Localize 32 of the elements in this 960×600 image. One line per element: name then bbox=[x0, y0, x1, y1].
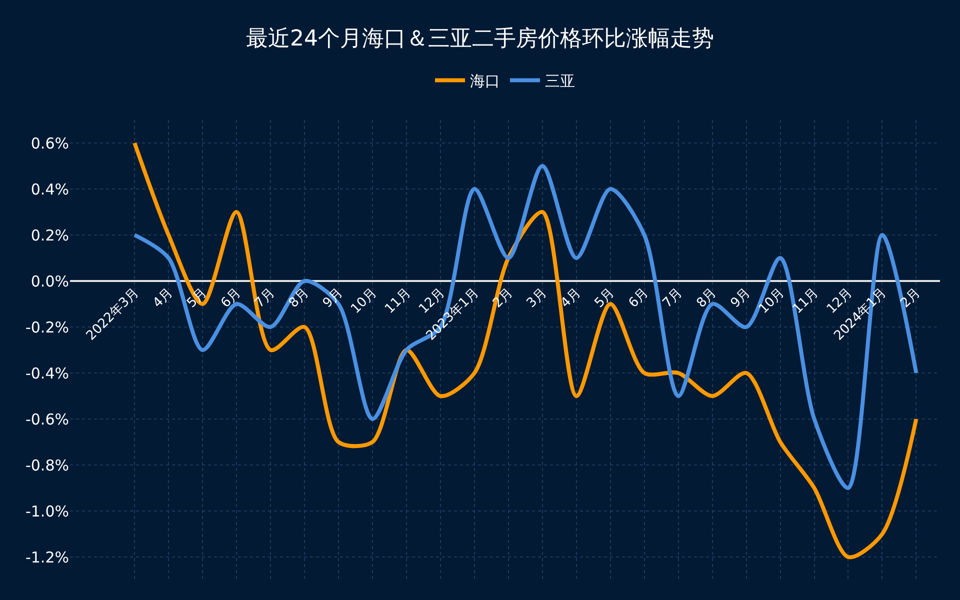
x-tick-label: 11月 bbox=[790, 285, 822, 317]
legend-label: 海口 bbox=[470, 72, 500, 90]
chart-title: 最近24个月海口＆三亚二手房价格环比涨幅走势 bbox=[246, 26, 714, 52]
y-tick-label: 0.4% bbox=[30, 180, 69, 198]
y-tick-label: 0.0% bbox=[30, 272, 69, 290]
x-tick-label: 7月 bbox=[252, 285, 278, 311]
x-tick-label: 3月 bbox=[524, 285, 550, 311]
x-tick-label: 6月 bbox=[218, 285, 244, 311]
x-tick-label: 11月 bbox=[382, 285, 414, 317]
x-tick-label: 2月 bbox=[490, 285, 516, 311]
x-tick-label: 4月 bbox=[558, 285, 584, 311]
y-tick-label: -0.6% bbox=[25, 410, 69, 428]
legend-label: 三亚 bbox=[545, 72, 575, 90]
y-tick-label: -1.2% bbox=[25, 548, 69, 566]
y-tick-label: -0.8% bbox=[25, 456, 69, 474]
y-tick-label: 0.2% bbox=[30, 226, 69, 244]
y-tick-label: -1.0% bbox=[25, 502, 69, 520]
x-tick-label: 5月 bbox=[184, 285, 210, 311]
y-tick-label: 0.6% bbox=[30, 134, 69, 152]
x-tick-label: 7月 bbox=[660, 285, 686, 311]
x-tick-label: 5月 bbox=[592, 285, 618, 311]
x-tick-label: 8月 bbox=[694, 285, 720, 311]
x-tick-label: 9月 bbox=[728, 285, 754, 311]
x-tick-label: 6月 bbox=[626, 285, 652, 311]
y-tick-label: -0.4% bbox=[25, 364, 69, 382]
x-tick-label: 10月 bbox=[756, 285, 788, 317]
x-tick-label: 8月 bbox=[286, 285, 312, 311]
y-tick-label: -0.2% bbox=[25, 318, 69, 336]
x-tick-label: 2月 bbox=[898, 285, 924, 311]
x-tick-label: 4月 bbox=[150, 285, 176, 311]
x-tick-label: 10月 bbox=[348, 285, 380, 317]
x-tick-label: 9月 bbox=[320, 285, 346, 311]
